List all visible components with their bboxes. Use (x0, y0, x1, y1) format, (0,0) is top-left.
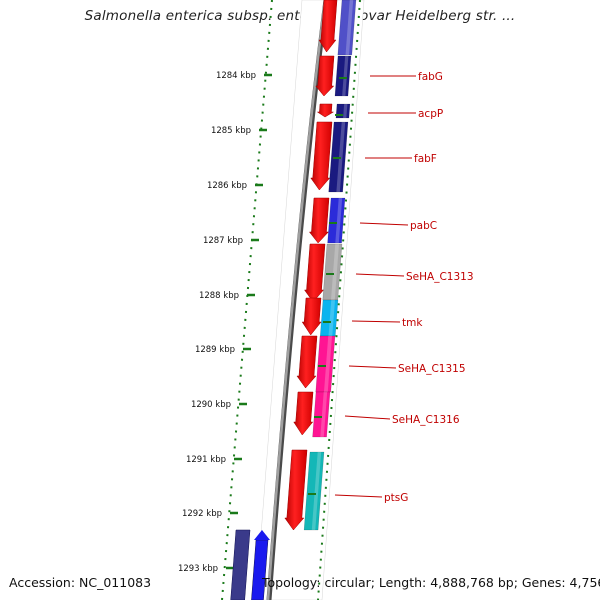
scale-ticks (226, 73, 272, 570)
scale-label: 1292 kbp (182, 509, 222, 519)
scale-label: 1288 kbp (199, 291, 239, 301)
gene-leader-line (355, 273, 405, 277)
gene-label-leaders (308, 75, 416, 498)
topology-text: Topology: circular; Length: 4,888,768 bp… (262, 575, 600, 590)
cog-bars (303, 0, 357, 531)
scale-label: 1293 kbp (178, 564, 218, 574)
scale-label: 1286 kbp (207, 181, 247, 191)
gene-label[interactable]: fabF (414, 153, 437, 165)
cog-bar (337, 0, 357, 56)
cog-highlight (320, 392, 328, 437)
gene-label[interactable]: pabC (410, 220, 437, 232)
gene-leader-line (334, 494, 383, 498)
scale-label: 1289 kbp (195, 345, 235, 355)
cog-highlight (311, 452, 322, 530)
gene-arrow (296, 335, 318, 389)
gene-arrow (315, 55, 335, 97)
gene-leader-line (351, 320, 401, 323)
scale-label: 1287 kbp (203, 236, 243, 246)
gene-label[interactable]: tmk (402, 317, 423, 329)
scale-label: 1284 kbp (216, 71, 256, 81)
gene-leader-line (348, 365, 397, 369)
cog-highlight (345, 0, 354, 55)
gene-arrow (293, 391, 314, 436)
scale-labels: 1284 kbp 1285 kbp 1286 kbp 1287 kbp 1288 kbp… (178, 71, 256, 574)
scale-label: 1290 kbp (191, 400, 231, 410)
gene-arrow (318, 0, 338, 53)
gene-leader-line (344, 415, 391, 420)
accession-text: Accession: NC_011083 (9, 575, 152, 590)
gene-leader-line (359, 222, 409, 226)
genome-title: Salmonella enterica subsp. enterica sero… (84, 8, 516, 24)
gene-arrow (230, 529, 251, 600)
cog-highlight (342, 56, 349, 96)
cog-highlight (335, 198, 343, 243)
gene-arrow (308, 197, 330, 244)
cog-bar (327, 197, 346, 244)
gene-label[interactable]: SeHA_C1316 (392, 414, 460, 426)
gene-label[interactable]: SeHA_C1315 (398, 363, 466, 375)
cog-bar (315, 335, 336, 393)
gene-arrowhead (254, 530, 270, 540)
gene-arrow (284, 449, 308, 531)
cog-bar (334, 55, 352, 97)
gene-label[interactable]: fabG (418, 71, 443, 83)
cog-bar (312, 391, 331, 438)
gene-label[interactable]: SeHA_C1313 (406, 271, 474, 283)
scale-label: 1285 kbp (211, 126, 251, 136)
gene-arrow (304, 243, 326, 303)
backbone (266, 0, 327, 600)
gene-arrow (310, 121, 333, 191)
cog-highlight (343, 104, 348, 118)
gene-arrow (301, 297, 322, 336)
scale-label: 1291 kbp (186, 455, 226, 465)
cog-highlight (323, 336, 332, 392)
gene-features (230, 0, 338, 600)
cog-highlight (330, 244, 339, 300)
gene-label[interactable]: acpP (418, 108, 443, 120)
cog-bar (303, 451, 325, 531)
cog-bar (319, 299, 339, 337)
gene-arrow (316, 103, 335, 118)
cog-highlight (328, 300, 335, 336)
gene-label[interactable]: ptsG (384, 492, 408, 504)
